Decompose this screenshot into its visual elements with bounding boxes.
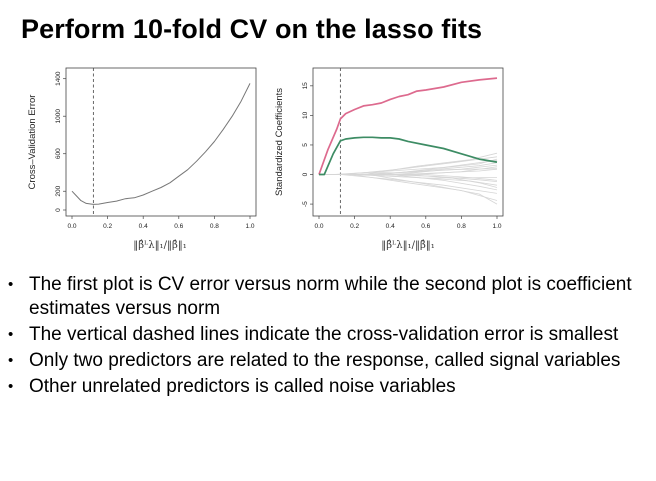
cv-error-x-tick-label: 0.4 (139, 223, 148, 230)
coefficients-y-tick-label: 0 (302, 172, 309, 176)
cv-error-y-tick-label: 0 (55, 208, 62, 212)
bullet-text: The first plot is CV error versus norm w… (29, 274, 632, 319)
bullet-dot-icon: • (8, 276, 14, 293)
noise-coefficient-line (319, 174, 498, 181)
cv-error-x-tick-label: 0.2 (103, 223, 112, 230)
cv-error-x-tick-label: 0.0 (67, 223, 76, 230)
bullet-dot-icon: • (8, 378, 14, 395)
cv-error-y-tick-label: 200 (55, 185, 62, 196)
noise-coefficient-line (319, 174, 498, 179)
coefficients-x-tick-label: 0.0 (314, 223, 323, 230)
coefficients-x-tick-label: 1.0 (492, 223, 501, 230)
cv-error-x-tick-label: 0.6 (174, 223, 183, 230)
cv-error-marks (71, 68, 251, 216)
bullet-dot-icon: • (8, 326, 14, 343)
slide-title: Perform 10-fold CV on the lasso fits (21, 14, 483, 44)
figure-svg: 0.0 0.2 0.4 0.6 0.8 1.0 0 200 600 1000 1400 Cross–… (27, 67, 504, 251)
cv-error-xlabel: ‖β̂ᴸλ‖₁/‖β̂‖₁ (133, 240, 186, 251)
cv-error-panel: 0.0 0.2 0.4 0.6 0.8 1.0 0 200 600 1000 1400 Cross–… (27, 67, 257, 251)
coefficients-y-tick-label: 10 (302, 111, 309, 119)
signal-coefficient-line-1 (318, 77, 498, 175)
lasso-cv-figure: 0.0 0.2 0.4 0.6 0.8 1.0 0 200 600 1000 1400 Cross–… (20, 62, 508, 262)
coefficients-y-tick-label: 15 (302, 82, 309, 90)
bullet-text: Only two predictors are related to the r… (29, 350, 621, 371)
coefficients-y-tick-label: 5 (302, 143, 309, 147)
coefficients-x-tick-label: 0.8 (457, 223, 466, 230)
bullet-item: • Only two predictors are related to the … (8, 349, 648, 373)
cv-error-x-tick-label: 0.8 (210, 223, 219, 230)
bullet-list: • The first plot is CV error versus norm … (8, 273, 648, 401)
coefficients-plot-frame (312, 67, 504, 217)
coefficients-xlabel: ‖β̂ᴸλ‖₁/‖β̂‖₁ (381, 240, 434, 251)
coefficients-marks (318, 68, 498, 216)
cv-error-y-tick-label: 1000 (55, 109, 62, 124)
signal-coefficient-line-2 (319, 136, 498, 176)
cv-error-ylabel: Cross–Validation Error (27, 95, 38, 190)
cv-error-y-tick-label: 1400 (55, 71, 62, 86)
bullet-text: The vertical dashed lines indicate the c… (29, 324, 619, 345)
coefficients-y-tick-label: -5 (302, 201, 309, 207)
bullet-text: Other unrelated predictors is called noi… (29, 376, 456, 397)
cv-error-y-tick-label: 600 (55, 148, 62, 159)
coefficients-grid: 0.0 0.2 0.4 0.6 0.8 1.0 -5 0 5 10 15 (302, 82, 502, 230)
coefficients-x-tick-label: 0.6 (421, 223, 430, 230)
coefficients-ylabel: Standardized Coefficients (274, 88, 285, 196)
cv-error-plot-frame (65, 67, 257, 217)
coefficients-x-tick-label: 0.2 (350, 223, 359, 230)
bullet-item: • Other unrelated predictors is called no… (8, 375, 648, 399)
bullet-item: • The first plot is CV error versus norm … (8, 273, 648, 321)
cv-error-curve (71, 83, 251, 205)
bullet-item: • The vertical dashed lines indicate the … (8, 323, 648, 347)
bullet-dot-icon: • (8, 352, 14, 369)
cv-error-grid: 0.0 0.2 0.4 0.6 0.8 1.0 0 200 600 1000 1400 (55, 71, 255, 230)
coefficients-panel: 0.0 0.2 0.4 0.6 0.8 1.0 -5 0 5 10 15 Standardized … (274, 67, 504, 251)
noise-coefficient-line (319, 174, 498, 201)
cv-error-x-tick-label: 1.0 (245, 223, 254, 230)
coefficients-x-tick-label: 0.4 (386, 223, 395, 230)
